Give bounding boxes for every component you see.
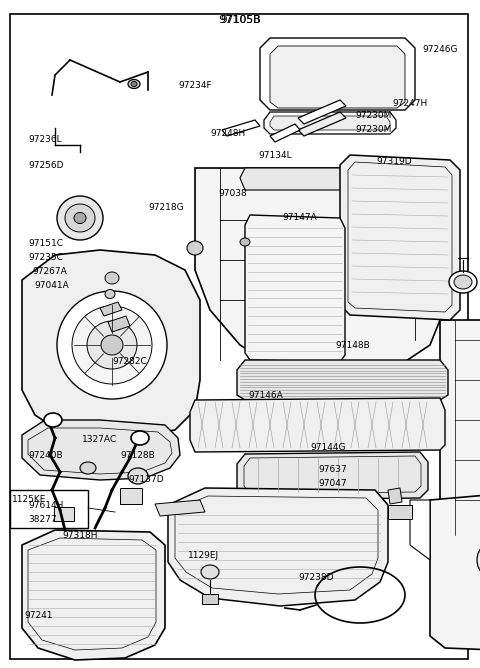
Text: 97137D: 97137D (128, 476, 164, 484)
Bar (388, 505, 412, 519)
Bar (120, 488, 142, 504)
Ellipse shape (80, 462, 96, 474)
Text: 97041A: 97041A (34, 281, 69, 289)
Polygon shape (195, 168, 440, 375)
Ellipse shape (57, 291, 167, 399)
Polygon shape (410, 500, 430, 560)
Polygon shape (298, 112, 346, 136)
Text: 97230M: 97230M (355, 124, 391, 134)
Text: 38277: 38277 (28, 516, 57, 524)
Ellipse shape (44, 413, 62, 427)
Polygon shape (270, 116, 390, 130)
Text: 97256D: 97256D (28, 160, 63, 170)
Ellipse shape (449, 271, 477, 293)
Ellipse shape (74, 212, 86, 224)
Polygon shape (108, 316, 130, 332)
Ellipse shape (131, 431, 149, 445)
Text: 97240B: 97240B (28, 450, 62, 460)
Text: 97146A: 97146A (248, 391, 283, 399)
Text: 97637: 97637 (318, 466, 347, 474)
Ellipse shape (454, 275, 472, 289)
Ellipse shape (128, 468, 148, 484)
Polygon shape (270, 46, 405, 108)
Polygon shape (270, 124, 300, 142)
Ellipse shape (72, 306, 152, 384)
Text: 97148B: 97148B (335, 341, 370, 349)
Text: 97105B: 97105B (220, 15, 260, 25)
Text: 97319D: 97319D (376, 158, 412, 166)
Polygon shape (298, 100, 346, 124)
Ellipse shape (201, 565, 219, 579)
Text: 97047: 97047 (318, 480, 347, 488)
Text: 97318H: 97318H (62, 532, 97, 540)
Text: 1125KE: 1125KE (12, 496, 47, 504)
Polygon shape (222, 120, 260, 136)
Ellipse shape (187, 241, 203, 255)
Ellipse shape (128, 79, 140, 88)
Ellipse shape (240, 238, 250, 246)
Text: 97105B: 97105B (218, 15, 262, 25)
Bar (10, 490, 88, 528)
Polygon shape (202, 594, 218, 604)
Text: 97235C: 97235C (28, 253, 63, 261)
Text: 97218G: 97218G (148, 204, 184, 212)
Polygon shape (388, 488, 402, 504)
Ellipse shape (87, 321, 137, 369)
Ellipse shape (105, 272, 119, 284)
Ellipse shape (105, 289, 115, 299)
Polygon shape (190, 398, 445, 452)
Polygon shape (155, 500, 205, 516)
Polygon shape (168, 488, 388, 606)
Text: 97238D: 97238D (298, 574, 334, 582)
Text: 97236L: 97236L (28, 136, 61, 144)
Polygon shape (264, 112, 396, 134)
Bar (54, 507, 74, 521)
Polygon shape (237, 360, 448, 400)
Text: 97144G: 97144G (310, 444, 346, 452)
Text: 1327AC: 1327AC (82, 436, 117, 444)
Text: 97282C: 97282C (112, 357, 147, 367)
Polygon shape (240, 168, 385, 190)
Polygon shape (237, 452, 428, 500)
Text: 97038: 97038 (218, 188, 247, 198)
Text: 97128B: 97128B (120, 450, 155, 460)
Polygon shape (440, 320, 480, 540)
Polygon shape (340, 155, 460, 320)
Polygon shape (245, 215, 345, 362)
Text: 97234F: 97234F (178, 81, 212, 90)
Text: 1129EJ: 1129EJ (188, 552, 219, 560)
Ellipse shape (131, 81, 137, 86)
Ellipse shape (57, 196, 103, 240)
Text: 97134L: 97134L (258, 152, 292, 160)
Ellipse shape (65, 204, 95, 232)
Ellipse shape (477, 539, 480, 581)
Text: 97241: 97241 (24, 611, 52, 619)
Text: 97248H: 97248H (210, 128, 245, 138)
Polygon shape (22, 530, 165, 660)
Ellipse shape (101, 335, 123, 355)
Text: 97246G: 97246G (422, 45, 457, 55)
Polygon shape (22, 420, 180, 480)
Text: 97147A: 97147A (282, 214, 317, 222)
Polygon shape (430, 490, 480, 652)
Text: 97267A: 97267A (32, 267, 67, 275)
Text: 97614H: 97614H (28, 502, 63, 510)
Polygon shape (260, 38, 415, 110)
Polygon shape (100, 302, 122, 316)
Polygon shape (22, 250, 200, 440)
Text: 97230M: 97230M (355, 110, 391, 120)
Text: 97247H: 97247H (392, 100, 427, 108)
Text: 97151C: 97151C (28, 238, 63, 248)
